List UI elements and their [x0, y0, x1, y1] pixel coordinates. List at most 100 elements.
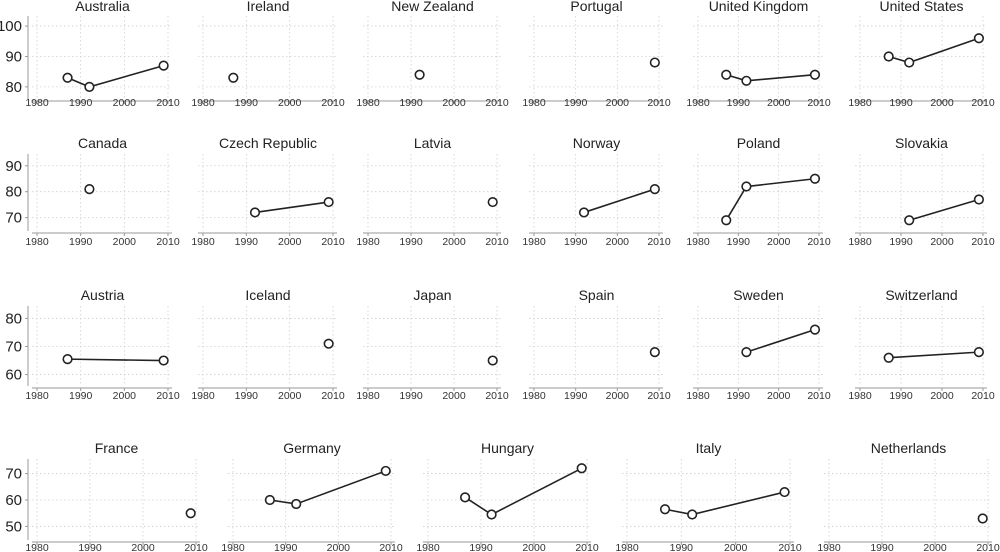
panel-title: United States — [879, 0, 963, 14]
x-tick-label: 1990 — [670, 542, 694, 552]
x-tick-label: 1990 — [564, 236, 588, 248]
x-tick-label: 1980 — [25, 97, 49, 109]
x-tick-label: 1980 — [191, 390, 215, 402]
panel-title: Portugal — [570, 0, 622, 14]
data-point — [904, 215, 915, 226]
data-point — [323, 196, 334, 208]
data-point — [460, 492, 471, 503]
x-tick-label: 2010 — [156, 236, 180, 248]
x-tick-label: 2010 — [976, 542, 1000, 552]
panel-title: Austria — [81, 287, 125, 303]
x-tick-label: 2000 — [767, 236, 791, 248]
y-tick-label: 60 — [5, 492, 22, 509]
panel-title: Iceland — [245, 287, 290, 303]
data-point — [721, 69, 732, 80]
x-tick-label: 2010 — [807, 236, 831, 248]
data-point — [973, 194, 985, 205]
series-line — [664, 491, 785, 516]
x-tick-label: 1980 — [615, 542, 639, 552]
x-tick-label: 2000 — [522, 542, 546, 552]
x-tick-label: 2000 — [606, 390, 630, 402]
panel-title: Ireland — [247, 0, 290, 14]
x-tick-label: 1980 — [25, 236, 49, 248]
x-tick-label: 2000 — [930, 97, 954, 109]
panel-title: Japan — [413, 287, 451, 303]
x-tick-label: 1980 — [522, 236, 546, 248]
data-point — [977, 513, 988, 524]
x-tick-label: 2000 — [278, 97, 302, 109]
panel-title: Poland — [737, 135, 781, 151]
y-tick-label: 80 — [5, 79, 22, 96]
x-tick-label: 1980 — [356, 390, 380, 402]
x-tick-label: 1990 — [69, 390, 93, 402]
x-tick-label: 2010 — [971, 236, 995, 248]
x-tick-label: 1990 — [727, 390, 751, 402]
x-tick-label: 2000 — [442, 390, 466, 402]
x-tick-label: 1990 — [235, 390, 259, 402]
x-tick-label: 2010 — [647, 390, 671, 402]
x-tick-label: 1990 — [69, 236, 93, 248]
x-tick-label: 2000 — [930, 390, 954, 402]
x-tick-label: 1980 — [848, 236, 872, 248]
data-point — [721, 215, 732, 226]
x-tick-label: 2010 — [971, 390, 995, 402]
panel-title: France — [95, 440, 139, 456]
data-point — [741, 75, 752, 86]
series-line — [746, 328, 816, 353]
data-point — [687, 509, 698, 520]
x-tick-label: 1990 — [889, 390, 913, 402]
y-tick-label: 80 — [5, 310, 22, 327]
x-tick-label: 1980 — [25, 390, 49, 402]
x-tick-label: 1990 — [69, 97, 93, 109]
data-point — [741, 181, 752, 192]
series-line — [254, 201, 329, 214]
series-line — [908, 198, 980, 221]
x-tick-label: 2010 — [184, 542, 208, 552]
x-tick-label: 2000 — [278, 390, 302, 402]
panel-title: Australia — [75, 0, 130, 14]
x-tick-label: 2010 — [647, 236, 671, 248]
x-tick-label: 1980 — [416, 542, 440, 552]
x-tick-label: 2000 — [767, 390, 791, 402]
data-point — [323, 338, 334, 349]
x-tick-label: 2010 — [485, 390, 509, 402]
y-tick-label: 50 — [5, 518, 22, 535]
data-point — [578, 207, 590, 218]
x-tick-label: 2000 — [767, 97, 791, 109]
series-line — [269, 470, 387, 505]
panel-title: Italy — [696, 440, 722, 456]
x-tick-label: 2000 — [930, 236, 954, 248]
x-tick-label: 2010 — [321, 390, 345, 402]
data-point — [62, 354, 73, 365]
x-tick-label: 1980 — [817, 542, 841, 552]
x-tick-label: 2000 — [442, 236, 466, 248]
x-tick-label: 1990 — [889, 97, 913, 109]
x-tick-label: 2000 — [724, 542, 748, 552]
data-point — [809, 324, 821, 335]
data-point — [185, 508, 196, 519]
x-tick-label: 1990 — [727, 97, 751, 109]
data-point — [883, 51, 894, 62]
x-tick-label: 1990 — [399, 97, 423, 109]
data-point — [158, 60, 169, 71]
data-point — [883, 352, 894, 363]
y-tick-label: 70 — [5, 339, 22, 356]
x-tick-label: 1990 — [469, 542, 493, 552]
data-point — [904, 57, 915, 68]
x-tick-label: 2000 — [113, 390, 137, 402]
x-tick-label: 1990 — [399, 236, 423, 248]
panel-title: United Kingdom — [709, 0, 809, 14]
x-tick-label: 2000 — [113, 97, 137, 109]
data-point — [486, 509, 497, 520]
x-tick-label: 2010 — [485, 97, 509, 109]
x-tick-label: 1990 — [564, 97, 588, 109]
data-point — [249, 207, 261, 218]
series-line — [726, 73, 816, 82]
x-tick-label: 2010 — [575, 542, 599, 552]
x-tick-label: 1980 — [25, 542, 49, 552]
y-tick-label: 80 — [5, 184, 22, 201]
series-line — [583, 188, 656, 214]
data-point — [228, 72, 239, 83]
x-tick-label: 2010 — [485, 236, 509, 248]
x-tick-label: 2010 — [647, 97, 671, 109]
